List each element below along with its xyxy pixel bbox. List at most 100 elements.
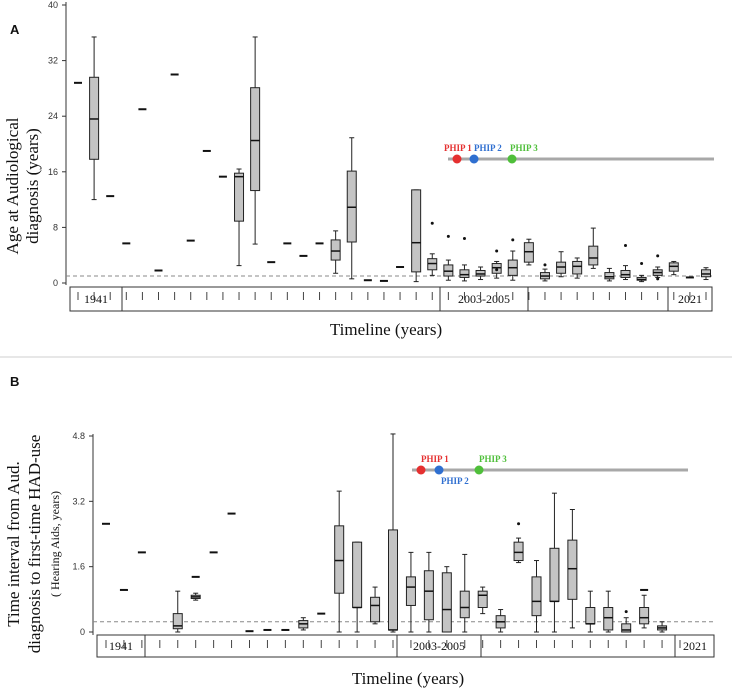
panel-a-era-2003-2005: 2003-2005 xyxy=(458,292,510,306)
panel-a-phip2-marker xyxy=(469,154,479,164)
panel-b-phip3-label: PHIP 3 xyxy=(479,454,507,464)
outlier-point xyxy=(623,243,627,247)
panel-b-boxplot xyxy=(567,509,578,629)
panel-b-ylabel-sub: ( Hearing Aids, years) xyxy=(48,491,62,597)
panel-a-phip1-marker xyxy=(452,154,462,164)
box-iqr xyxy=(250,87,261,192)
panel-a-ytick-label: 24 xyxy=(48,111,58,121)
panel-a-phip2-label: PHIP 2 xyxy=(474,143,502,153)
panel-b-boxplot xyxy=(190,592,201,601)
panel-b-era-box-2021 xyxy=(674,634,715,658)
panel-a-boxplot xyxy=(620,243,631,281)
panel-b-marks xyxy=(102,433,668,633)
panel-a-boxplot xyxy=(572,257,583,279)
panel-b-boxplot xyxy=(172,590,183,633)
panel-b-phip2-marker xyxy=(434,465,444,475)
panel-a-boxplot xyxy=(523,238,534,266)
panel-b-era-1941: 1941 xyxy=(109,639,133,653)
panel-a-ylabel-line2: diagnosis (years) xyxy=(23,128,42,244)
panel-b-ytick-label: 3.2 xyxy=(72,496,85,506)
box-iqr xyxy=(411,189,422,273)
panel-b-y-ticks: 0 1.6 3.2 4.8 xyxy=(72,431,93,637)
box-iqr xyxy=(388,529,398,631)
panel-b-ytick-label: 0 xyxy=(80,627,85,637)
box-iqr xyxy=(334,525,345,594)
outlier-point xyxy=(511,238,515,242)
panel-b-boxplot xyxy=(639,594,650,629)
panel-a-boxplot xyxy=(507,238,518,281)
panel-a-era-box-2003 xyxy=(439,286,529,312)
box-iqr xyxy=(405,576,416,606)
panel-b-boxplot xyxy=(495,609,506,633)
box-iqr xyxy=(330,239,341,261)
panel-a-boxplot xyxy=(411,189,422,283)
panel-b-boxplot xyxy=(423,551,434,633)
panel-a-boxplot xyxy=(443,234,454,281)
panel-a-boxplot xyxy=(475,266,486,281)
box-iqr xyxy=(459,269,470,278)
box-iqr xyxy=(423,570,434,621)
panel-b-boxplot xyxy=(334,490,345,633)
panel-b-boxplot xyxy=(441,566,452,633)
panel-a-marks xyxy=(74,36,711,283)
outlier-point xyxy=(462,237,466,241)
box-iqr xyxy=(603,607,614,631)
panel-a-ytick-label: 40 xyxy=(48,0,58,10)
outlier-point xyxy=(640,262,644,266)
panel-a-boxplot xyxy=(604,267,615,282)
panel-b-ytick-label: 1.6 xyxy=(72,562,85,572)
panel-a: A Age at Audiological diagnosis (years) … xyxy=(3,0,714,339)
box-iqr xyxy=(477,590,488,609)
box-iqr xyxy=(588,245,599,266)
panel-a-ytick-label: 0 xyxy=(53,278,58,288)
panel-b-ytick-label: 4.8 xyxy=(72,431,85,441)
panel-b-boxplot xyxy=(298,617,309,631)
panel-b-boxplot xyxy=(352,541,363,633)
panel-b-era-2003-2005: 2003-2005 xyxy=(413,639,465,653)
panel-a-era-1941: 1941 xyxy=(84,292,108,306)
panel-b-boxplot xyxy=(370,586,381,625)
panel-b-phip2-label: PHIP 2 xyxy=(441,476,469,486)
panel-b-xlabel: Timeline (years) xyxy=(352,669,464,688)
panel-a-boxplot xyxy=(701,267,711,281)
box-iqr xyxy=(370,596,381,623)
panel-a-boxplot xyxy=(539,263,550,282)
panel-b-boxplot xyxy=(585,590,596,633)
box-iqr xyxy=(459,590,470,619)
panel-b: B Time interval from Aud. diagnosis to f… xyxy=(4,374,715,688)
panel-b-boxplot xyxy=(531,560,542,633)
panel-a-boxplot xyxy=(459,237,470,282)
panel-a-ylabel-line1: Age at Audiological xyxy=(3,117,22,254)
panel-a-era-box-1941 xyxy=(69,286,123,312)
panel-b-boxplot xyxy=(603,590,614,633)
panel-b-boxplot xyxy=(388,433,398,633)
panel-b-phip1-marker xyxy=(416,465,426,475)
panel-a-boxplot xyxy=(234,168,245,267)
box-iqr xyxy=(172,613,183,630)
box-iqr xyxy=(604,272,615,280)
box-iqr xyxy=(234,172,245,222)
panel-b-boxplot xyxy=(477,586,488,615)
box-iqr xyxy=(639,607,650,625)
panel-b-boxplot xyxy=(405,551,416,633)
panel-a-boxplot xyxy=(346,137,357,280)
panel-b-era-box-1941 xyxy=(96,634,146,658)
panel-b-period-ticks xyxy=(105,640,681,648)
panel-a-boxplot xyxy=(330,230,341,274)
box-iqr xyxy=(572,260,583,275)
panel-a-boxplot xyxy=(250,36,261,245)
panel-a-y-ticks: 0 8 16 24 32 40 xyxy=(48,0,66,288)
panel-a-boxplot xyxy=(652,254,663,281)
panel-a-boxplot xyxy=(556,251,567,278)
panel-b-era-2021: 2021 xyxy=(683,639,707,653)
panel-a-period-ticks xyxy=(77,292,707,300)
panel-b-boxplot xyxy=(459,553,470,633)
outlier-point xyxy=(543,263,547,267)
outlier-point xyxy=(624,610,628,614)
box-iqr xyxy=(549,547,560,602)
outlier-point xyxy=(430,221,434,225)
panel-a-boxplot xyxy=(588,227,599,269)
panel-a-phip1-label: PHIP 1 xyxy=(444,143,472,153)
panel-b-phip1-label: PHIP 1 xyxy=(421,454,449,464)
